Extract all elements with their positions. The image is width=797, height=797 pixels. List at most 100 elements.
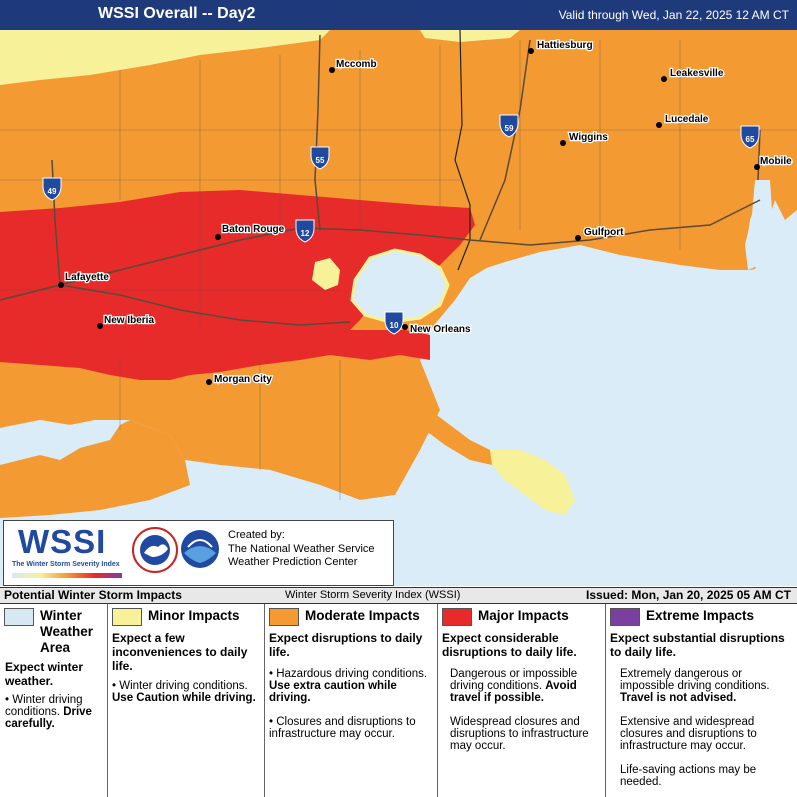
legend-moderate-title: Moderate Impacts bbox=[305, 608, 420, 623]
legend-wwa: Winter Weather Area Expect winter weathe… bbox=[0, 604, 108, 797]
city-label: Morgan City bbox=[214, 374, 272, 385]
legend-header: Potential Winter Storm Impacts Winter St… bbox=[0, 587, 797, 604]
city-label: Hattiesburg bbox=[537, 40, 593, 51]
city-label: Leakesville bbox=[670, 68, 724, 79]
legend-extreme-title: Extreme Impacts bbox=[646, 608, 755, 623]
legend-major-title: Major Impacts bbox=[478, 608, 569, 623]
shield-i65: 65 bbox=[740, 125, 760, 149]
bullet-text: Winter driving conditions. bbox=[119, 680, 248, 692]
city-new-orleans: New Orleans bbox=[402, 323, 472, 336]
swatch-minor bbox=[112, 608, 142, 626]
mobile-bay bbox=[745, 180, 772, 270]
wssi-color-bar bbox=[12, 573, 122, 578]
created-by-label: Created by: bbox=[228, 529, 285, 541]
i55-label: 55 bbox=[316, 156, 325, 165]
valid-through: Valid through Wed, Jan 22, 2025 12 AM CT bbox=[558, 8, 789, 22]
bullet-text: Extensive and widespread closures and di… bbox=[620, 716, 757, 752]
legend-moderate-bullet-1: • Hazardous driving conditions. Use extr… bbox=[269, 668, 428, 704]
created-by: Created by: The National Weather Service… bbox=[228, 529, 375, 570]
bullet-text: Extremely dangerous or impossible drivin… bbox=[620, 668, 770, 692]
legend-minor-title: Minor Impacts bbox=[148, 608, 240, 623]
legend-wwa-desc: Expect winter weather. bbox=[5, 660, 84, 688]
nws-logo-icon bbox=[132, 527, 178, 573]
wwa-title-line: Weather bbox=[40, 624, 94, 639]
issued-time: Issued: Mon, Jan 20, 2025 05 AM CT bbox=[586, 588, 791, 602]
city-label: Mccomb bbox=[336, 59, 377, 70]
map-area: 59 55 49 65 12 10 Hattiesburg Mcco bbox=[0, 30, 797, 586]
swatch-major bbox=[442, 608, 472, 626]
wssi-subtitle: The Winter Storm Severity Index bbox=[12, 561, 120, 568]
vermilion-bay bbox=[0, 420, 120, 465]
i49-label: 49 bbox=[48, 187, 57, 196]
legend-major-bullet-1: Dangerous or impossible driving conditio… bbox=[450, 668, 602, 704]
city-lafayette: Lafayette bbox=[58, 271, 111, 288]
plaquemines-minor bbox=[490, 450, 575, 515]
title-bar: WSSI Overall -- Day2 Valid through Wed, … bbox=[0, 0, 797, 30]
sw-coast-land bbox=[0, 420, 190, 518]
shield-i10: 10 bbox=[384, 311, 404, 335]
bullet-text: Dangerous or impossible driving conditio… bbox=[450, 668, 578, 692]
bullet-bold: Use Caution while driving. bbox=[112, 692, 256, 704]
legend-header-index: Winter Storm Severity Index (WSSI) bbox=[285, 589, 461, 601]
legend-extreme: Extreme Impacts Expect substantial disru… bbox=[606, 604, 796, 797]
i10-label: 10 bbox=[390, 321, 399, 330]
swatch-moderate bbox=[269, 608, 299, 626]
city-gulfport: Gulfport bbox=[575, 226, 625, 241]
bullet-text: Winter driving conditions. bbox=[5, 694, 83, 718]
lake-maurepas bbox=[312, 258, 340, 290]
legend-extreme-bullet-2: Extensive and widespread closures and di… bbox=[620, 716, 795, 752]
bullet-bold: Avoid travel if possible. bbox=[450, 680, 577, 704]
legend-major-desc: Expect considerable disruptions to daily… bbox=[442, 631, 577, 659]
bullet-text: Widespread closures and disruptions to i… bbox=[450, 716, 589, 752]
plaquemines-land bbox=[425, 410, 492, 465]
breton-sound bbox=[440, 260, 797, 586]
city-label: New Iberia bbox=[104, 315, 154, 326]
legend-moderate-desc: Expect disruptions to daily life. bbox=[269, 631, 423, 659]
legend-major: Major Impacts Expect considerable disrup… bbox=[438, 604, 606, 797]
city-lucedale: Lucedale bbox=[656, 113, 710, 128]
shield-i49: 49 bbox=[42, 177, 62, 201]
legend-minor: Minor Impacts Expect a few inconvenience… bbox=[108, 604, 265, 797]
legend-minor-desc: Expect a few inconveniences to daily lif… bbox=[112, 631, 248, 673]
legend-moderate: Moderate Impacts Expect disruptions to d… bbox=[265, 604, 438, 797]
noaa-logo-icon bbox=[181, 530, 219, 568]
city-mccomb: Mccomb bbox=[329, 58, 378, 73]
map-title: WSSI Overall -- Day2 bbox=[98, 5, 256, 22]
city-wiggins: Wiggins bbox=[560, 131, 609, 146]
legend-moderate-bullet-2: • Closures and disruptions to infrastruc… bbox=[269, 716, 416, 740]
shield-i12: 12 bbox=[295, 219, 315, 243]
major-zone bbox=[0, 190, 475, 380]
city-new-iberia: New Iberia bbox=[97, 314, 156, 329]
legend-extreme-desc: Expect substantial disruptions to daily … bbox=[610, 631, 785, 659]
wwa-title-line: Winter bbox=[40, 608, 82, 623]
city-label: New Orleans bbox=[410, 324, 471, 335]
shield-i55: 55 bbox=[310, 146, 330, 170]
wwa-title-line: Area bbox=[40, 640, 71, 655]
wssi-logo-text: WSSI bbox=[18, 523, 107, 560]
city-mobile: Mobile bbox=[754, 155, 793, 170]
i12-label: 12 bbox=[301, 229, 310, 238]
minor-zone-ne bbox=[420, 30, 520, 42]
bullet-text: Hazardous driving conditions. bbox=[276, 668, 428, 680]
state-line bbox=[454, 30, 471, 271]
i65-label: 65 bbox=[746, 135, 755, 144]
swatch-wwa bbox=[4, 608, 34, 626]
bullet-bold: Use extra caution while driving. bbox=[269, 680, 397, 704]
highways bbox=[0, 34, 761, 326]
legend-header-title: Potential Winter Storm Impacts bbox=[4, 588, 182, 602]
i59-label: 59 bbox=[505, 124, 514, 133]
city-hattiesburg: Hattiesburg bbox=[528, 39, 594, 54]
city-label: Lafayette bbox=[65, 272, 109, 283]
legend-major-bullet-2: Widespread closures and disruptions to i… bbox=[450, 716, 602, 752]
minor-zone-north bbox=[0, 30, 330, 85]
shield-i59: 59 bbox=[499, 114, 519, 138]
city-label: Mobile bbox=[760, 156, 792, 167]
swatch-extreme bbox=[610, 608, 640, 626]
bullet-bold: Travel is not advised. bbox=[620, 692, 737, 704]
ms-coast-land bbox=[455, 180, 797, 285]
legend-wwa-bullet: • Winter driving conditions. Drive caref… bbox=[5, 694, 92, 730]
lake-pontchartrain bbox=[350, 248, 450, 324]
city-label: Baton Rouge bbox=[222, 224, 285, 235]
city-label: Lucedale bbox=[665, 114, 709, 125]
city-baton-rouge: Baton Rouge bbox=[215, 223, 286, 240]
